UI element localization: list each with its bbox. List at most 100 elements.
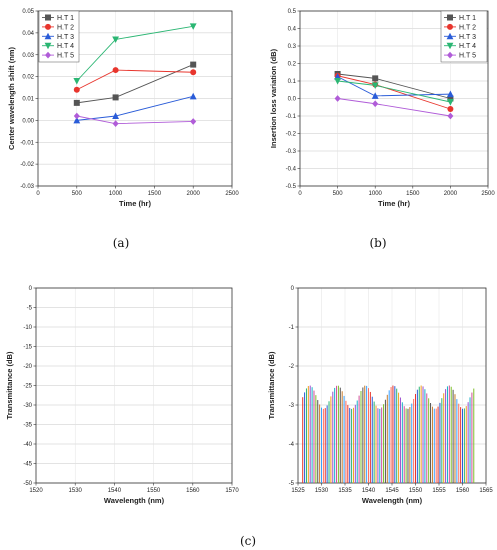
chart-b-legend: H.T 1 H.T 2 H.T 3 H.T 4 H.T 5: [440, 10, 488, 63]
chart-c2-tick-label-x: 1555: [432, 488, 446, 494]
chart-a-legend-entry-ht2: H.T 2: [57, 24, 74, 31]
chart-c1-tick-label-y: 0: [29, 286, 33, 292]
chart-a-center-wavelength-shift: -0.03 -0.02 -0.01 0.00 0.01 0.02 0.03 0.04 0.05 0…: [7, 9, 239, 208]
chart-c1-tick-label-y: -25: [23, 384, 32, 390]
chart-b-tick-label-x: 1000: [369, 191, 383, 197]
chart-a-tick-label-y: -0.03: [20, 184, 34, 190]
chart-a-point-ht4: [73, 78, 81, 85]
chart-a-legend-entry-ht5: H.T 5: [57, 53, 74, 60]
chart-c2-tick-label-y: -2: [289, 364, 295, 370]
chart-a-legend-entry-ht4: H.T 4: [57, 43, 74, 50]
chart-a-tick-label-y: 0.02: [22, 75, 34, 81]
chart-a-tick-label-y: 0.04: [22, 31, 34, 37]
chart-c1-tick-label-x: 1550: [147, 488, 161, 494]
chart-a-legend-marker-ht4: [44, 42, 52, 50]
chart-c1-x-axis-label: Wavelength (nm): [104, 496, 165, 505]
chart-a-tick-label-x: 2000: [187, 191, 201, 197]
chart-b-point-ht3: [334, 73, 341, 80]
chart-b-point-ht1: [372, 75, 379, 82]
chart-c2-tick-label-x: 1530: [315, 488, 329, 494]
chart-a-point-ht5: [190, 118, 197, 125]
chart-b-tick-label-y: 0.5: [288, 9, 297, 15]
chart-a-tick-label-y: -0.02: [20, 162, 34, 168]
chart-b-tick-label-y: -0.1: [286, 114, 297, 120]
chart-a-point-ht1: [190, 61, 197, 68]
chart-c1-tick-label-y: -35: [23, 423, 32, 429]
chart-c2-tick-label-y: -1: [289, 325, 295, 331]
chart-a-point-ht3: [189, 92, 197, 100]
chart-c2-tick-label-y: -4: [289, 442, 295, 448]
chart-b-tick-label-y: -0.5: [286, 184, 297, 190]
chart-a-legend-marker-ht3: [44, 32, 52, 40]
chart-c2-tick-label-x: 1560: [456, 488, 470, 494]
chart-b-tick-label-x: 500: [333, 191, 344, 197]
chart-c2-tick-label-y: -5: [289, 481, 295, 487]
chart-a-tick-label-y: -0.01: [20, 140, 34, 146]
chart-c2-tick-label-x: 1550: [409, 488, 423, 494]
chart-c1-y-axis-label: Transmittance (dB): [5, 351, 14, 419]
chart-b-legend-entry-ht4: H.T 4: [459, 43, 476, 50]
chart-c1-tick-label-x: 1570: [225, 488, 239, 494]
chart-a-point-ht5: [73, 112, 80, 120]
chart-b-point-ht2: [447, 106, 454, 112]
chart-a-tick-label-x: 500: [72, 191, 83, 197]
chart-c1-axes-frame: [35, 287, 233, 484]
chart-a-point-ht4: [112, 36, 119, 44]
chart-b-tick-label-y: 0.3: [288, 44, 297, 50]
chart-a-tick-label-x: 1500: [148, 191, 162, 197]
chart-b-x-axis-label: Time (hr): [378, 199, 410, 208]
chart-b-legend-marker-ht2: [447, 23, 453, 30]
chart-c1-tick-label-x: 1560: [186, 488, 200, 494]
chart-b-tick-label-x: 0: [298, 191, 302, 197]
chart-a-point-ht1: [112, 94, 119, 101]
chart-c2-tick-label-x: 1525: [291, 488, 305, 494]
chart-b-point-ht5: [334, 95, 341, 102]
chart-a-tick-label-x: 2500: [225, 191, 239, 197]
chart-b-point-ht3: [447, 90, 454, 98]
chart-a-point-ht5: [112, 120, 119, 128]
chart-a-legend-entry-ht3: H.T 3: [57, 34, 74, 41]
chart-c1-tick-label-x: 1520: [29, 488, 43, 494]
chart-b-point-ht3: [371, 92, 379, 99]
chart-c1-tick-label-x: 1540: [108, 488, 122, 494]
chart-c2-tick-label-y: -3: [289, 403, 295, 409]
chart-b-legend-marker-ht1: [447, 14, 453, 21]
chart-a-legend-marker-ht2: [45, 23, 51, 30]
chart-c2-tick-label-x: 1545: [385, 488, 399, 494]
chart-b-legend-marker-ht5: [447, 51, 453, 59]
chart-b-tick-label-x: 2000: [444, 191, 458, 197]
chart-a-point-ht4: [189, 23, 197, 30]
chart-a-legend-entry-ht1: H.T 1: [57, 15, 74, 22]
chart-c2-tick-label-x: 1540: [362, 488, 376, 494]
chart-a-point-ht1: [73, 99, 80, 106]
chart-b-point-ht5: [372, 100, 379, 108]
chart-c1-tick-label-x: 1530: [69, 488, 83, 494]
chart-a-point-ht2: [190, 69, 197, 76]
chart-a-point-ht3: [112, 112, 119, 119]
chart-c2-x-axis-label: Wavelength (nm): [362, 496, 423, 505]
chart-b-legend-entry-ht2: H.T 2: [459, 24, 476, 31]
chart-b-tick-label-y: -0.3: [286, 149, 297, 155]
chart-c2-y-axis-label: Transmittance (dB): [267, 351, 276, 419]
caption-b: (b): [369, 236, 386, 250]
chart-a-axes-frame: [37, 10, 233, 187]
chart-c1-tick-label-y: -10: [23, 325, 32, 331]
chart-c2-tick-label-x: 1565: [479, 488, 493, 494]
chart-c2-tick-label-x: 1535: [338, 488, 352, 494]
chart-b-tick-label-y: 0.0: [288, 97, 297, 103]
chart-b-legend-entry-ht5: H.T 5: [459, 53, 476, 60]
chart-c1-tick-label-y: -50: [23, 481, 32, 487]
chart-c2-spectra: [302, 385, 475, 483]
chart-c2-tick-label-y: 0: [291, 286, 295, 292]
chart-b-y-axis-label: Insertion loss variation (dB): [269, 48, 278, 148]
chart-b-point-ht1: [447, 95, 454, 102]
chart-c1-tick-label-y: -30: [23, 403, 32, 409]
chart-b-tick-label-x: 1500: [406, 191, 420, 197]
chart-b-tick-label-y: -0.2: [286, 132, 297, 138]
chart-b-tick-label-y: 0.2: [288, 62, 297, 68]
chart-b-point-ht4: [447, 99, 454, 106]
chart-a-tick-label-x: 1000: [109, 191, 123, 197]
chart-c1-tick-label-y: -40: [23, 442, 32, 448]
